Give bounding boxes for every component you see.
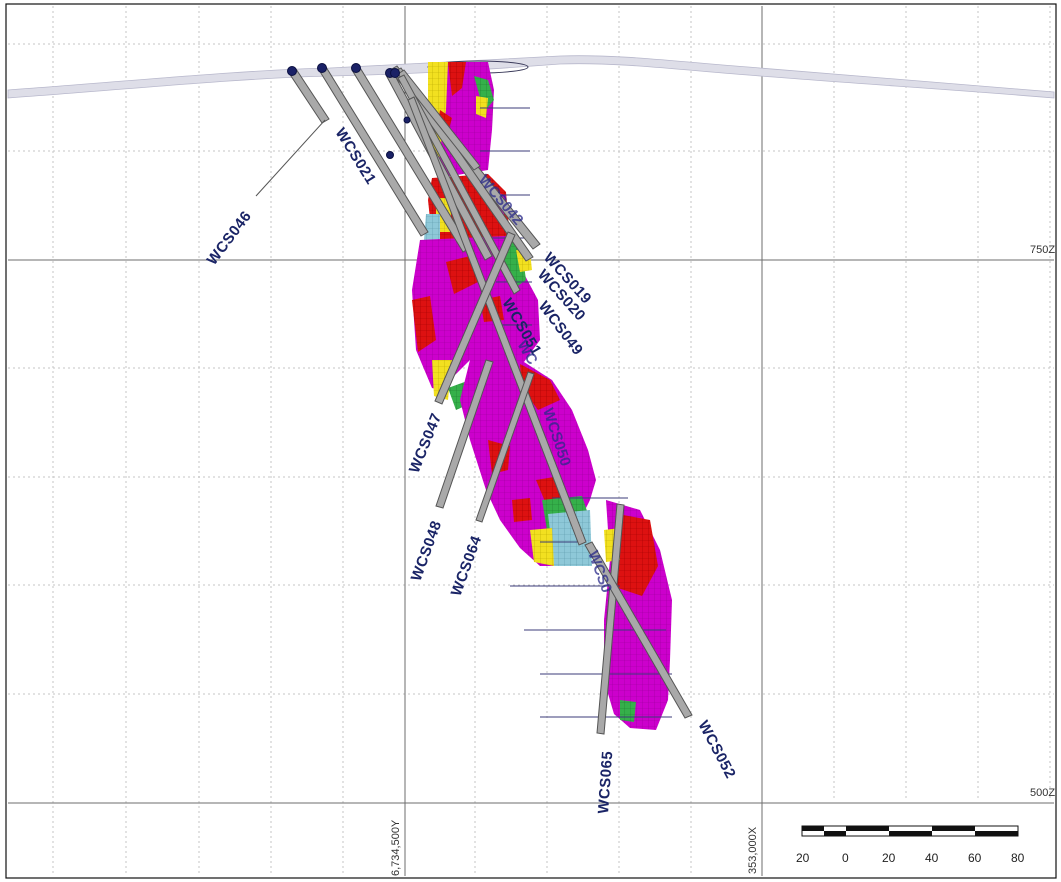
topography-surface	[7, 55, 1055, 99]
scale-tick-2: 20	[882, 851, 896, 865]
drill-holes	[288, 65, 693, 735]
drill-hole-WCS051[interactable]	[397, 74, 521, 295]
scale-tick-0: 20	[796, 851, 810, 865]
drill-hole-WCS049[interactable]	[397, 69, 481, 171]
scale-tick-3: 40	[925, 851, 939, 865]
label-WCS065: WCS065	[595, 750, 616, 814]
drill-hole-WCS048[interactable]	[435, 359, 494, 509]
scale-tick-5: 80	[1011, 851, 1025, 865]
leader-line-WCS046	[255, 119, 326, 197]
drill-hole-WCS020[interactable]	[393, 67, 534, 262]
grid-label-northing: 6,734,500Y	[390, 819, 402, 876]
grid-label-750z: 750Z	[1030, 244, 1055, 256]
grid-label-500z: 500Z	[1030, 787, 1055, 799]
grid-label-easting: 353,000X	[747, 826, 759, 874]
scale-tick-1: 0	[842, 851, 849, 865]
minor-grid	[8, 6, 1054, 876]
viewport-frame	[5, 3, 1057, 879]
label-WCS047: WCS047	[406, 411, 445, 476]
scale-tick-4: 60	[968, 851, 982, 865]
label-WCS046: WCS046	[204, 208, 256, 269]
drill-hole-WCS064[interactable]	[475, 371, 535, 523]
label-WCS064: WCS064	[448, 533, 486, 598]
label-WCS048: WCS048	[408, 518, 446, 583]
drill-hole-WCS047[interactable]	[434, 231, 516, 405]
scale-bar: 20 0 20 40 60 80	[796, 825, 1025, 865]
label-WCS052: WCS052	[694, 718, 739, 782]
drill-hole-WCS065[interactable]	[596, 503, 625, 735]
collar-markers	[287, 63, 411, 159]
drill-hole-WCS052[interactable]	[584, 541, 693, 719]
